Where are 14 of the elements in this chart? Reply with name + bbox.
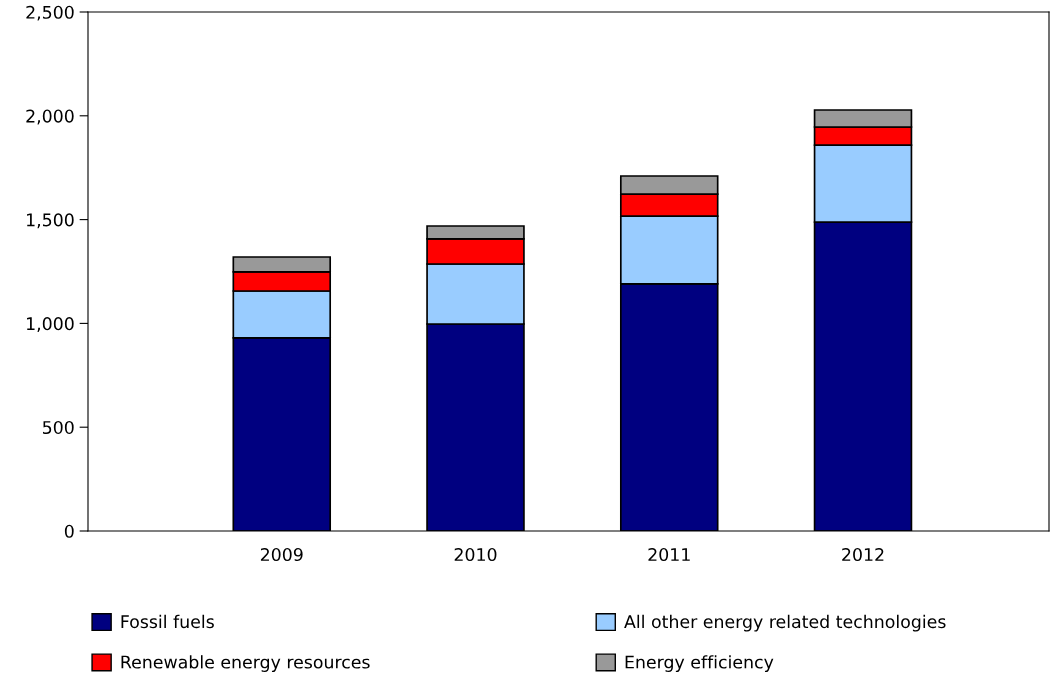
y-tick-label: 0 bbox=[64, 524, 74, 538]
x-tick-label: 2009 bbox=[260, 547, 303, 562]
x-tick-label: 2010 bbox=[454, 547, 497, 562]
x-tick-label: 2012 bbox=[842, 547, 884, 562]
legend-label: Energy efficiency bbox=[625, 655, 774, 672]
legend-label: Renewable energy resources bbox=[121, 655, 370, 672]
legend-label: Fossil fuels bbox=[121, 614, 214, 629]
y-tick-label: 1,000 bbox=[27, 317, 74, 333]
x-tick-label: 2011 bbox=[648, 547, 690, 562]
y-tick-label: 500 bbox=[43, 420, 74, 435]
y-tick-label: 2,500 bbox=[26, 5, 74, 21]
y-tick-label: 1,500 bbox=[27, 213, 74, 229]
legend-label: All other energy related technologies bbox=[624, 614, 946, 632]
y-tick-label: 2,000 bbox=[26, 109, 74, 125]
